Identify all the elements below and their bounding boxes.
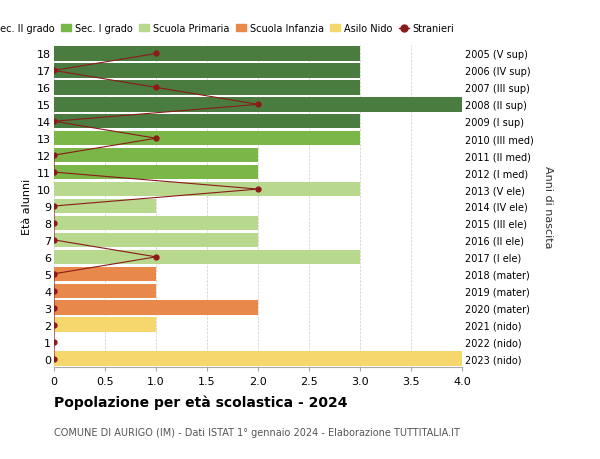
Text: COMUNE DI AURIGO (IM) - Dati ISTAT 1° gennaio 2024 - Elaborazione TUTTITALIA.IT: COMUNE DI AURIGO (IM) - Dati ISTAT 1° ge…	[54, 427, 460, 437]
Y-axis label: Anni di nascita: Anni di nascita	[543, 165, 553, 248]
Bar	[54, 64, 360, 78]
Bar	[54, 284, 156, 298]
Bar	[54, 182, 360, 197]
Bar	[54, 318, 156, 332]
Bar	[54, 166, 258, 180]
Bar	[54, 352, 462, 366]
Bar	[54, 250, 360, 264]
Bar	[54, 199, 156, 214]
Bar	[54, 132, 360, 146]
Bar	[54, 267, 156, 281]
Bar	[54, 301, 258, 315]
Bar	[54, 47, 360, 62]
Bar	[54, 216, 258, 230]
Y-axis label: Età alunni: Età alunni	[22, 179, 32, 235]
Bar	[54, 115, 360, 129]
Bar	[54, 81, 360, 95]
Text: Popolazione per età scolastica - 2024: Popolazione per età scolastica - 2024	[54, 395, 347, 409]
Bar	[54, 98, 462, 112]
Bar	[54, 149, 258, 163]
Legend: Sec. II grado, Sec. I grado, Scuola Primaria, Scuola Infanzia, Asilo Nido, Stran: Sec. II grado, Sec. I grado, Scuola Prim…	[0, 20, 458, 38]
Bar	[54, 233, 258, 247]
